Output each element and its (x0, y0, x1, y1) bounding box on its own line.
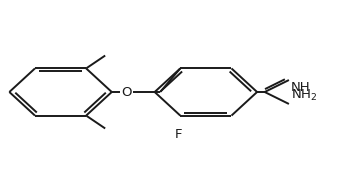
Text: NH: NH (291, 81, 310, 94)
Text: O: O (121, 86, 131, 98)
Text: NH$_2$: NH$_2$ (291, 88, 317, 103)
Text: F: F (175, 128, 182, 141)
